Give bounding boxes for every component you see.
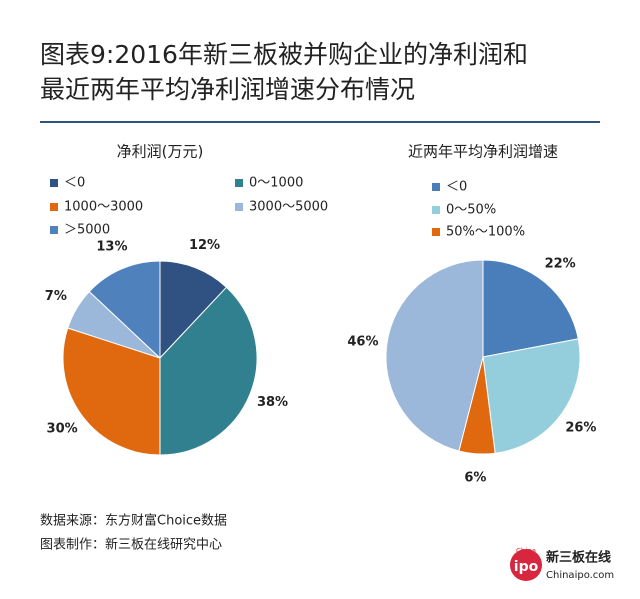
chart-title: 近两年平均净利润增速 — [408, 143, 558, 161]
data-label: 30% — [47, 422, 78, 437]
legend-swatch — [432, 228, 440, 236]
data-label: 6% — [464, 470, 486, 485]
data-label: 12% — [189, 238, 220, 253]
pie-slice — [159, 286, 258, 456]
chart-title: 净利润(万元) — [117, 143, 204, 161]
legend-label: ＞5000 — [64, 223, 110, 238]
legend-label: ＜0 — [446, 180, 467, 195]
logo-mark — [510, 549, 542, 581]
legend-swatch — [432, 183, 440, 191]
data-label: 26% — [565, 421, 596, 436]
legend-label: 3000～5000 — [249, 200, 328, 215]
legend-label: 50%～100% — [446, 225, 525, 240]
data-label: 7% — [45, 289, 67, 304]
title: 图表9:2016年新三板被并购企业的净利润和 — [40, 40, 528, 69]
footer: 数据来源：东方财富Choice数据 — [40, 513, 227, 529]
legend-swatch — [235, 203, 243, 211]
legend-label: 0～1000 — [249, 176, 303, 191]
data-label: 13% — [96, 239, 127, 254]
logo-text: Chinaipo.com — [546, 570, 614, 581]
legend-swatch — [50, 203, 58, 211]
pie-slice — [159, 260, 228, 360]
pie-slice — [88, 260, 161, 360]
pie-slice — [385, 259, 484, 452]
legend-swatch — [235, 179, 243, 187]
legend-swatch — [432, 206, 440, 214]
logo-text: ipo — [514, 559, 539, 575]
legend-label: ＜0 — [64, 176, 85, 191]
legend-label: 1000～3000 — [64, 200, 143, 215]
title: 最近两年平均净利润增速分布情况 — [40, 75, 415, 104]
logo-text: 新三板在线 — [546, 550, 611, 566]
pie-slice — [482, 259, 579, 358]
legend-label: 0～50% — [446, 203, 496, 218]
data-label: 46% — [347, 334, 378, 349]
pie-slice — [482, 338, 581, 454]
footer: 图表制作：新三板在线研究中心 — [40, 537, 222, 553]
legend-swatch — [50, 179, 58, 187]
legend-swatch — [50, 226, 58, 234]
data-label: 22% — [545, 256, 576, 271]
pie-slice — [62, 327, 161, 456]
logo-text: China — [516, 547, 536, 555]
data-label: 38% — [257, 395, 288, 410]
